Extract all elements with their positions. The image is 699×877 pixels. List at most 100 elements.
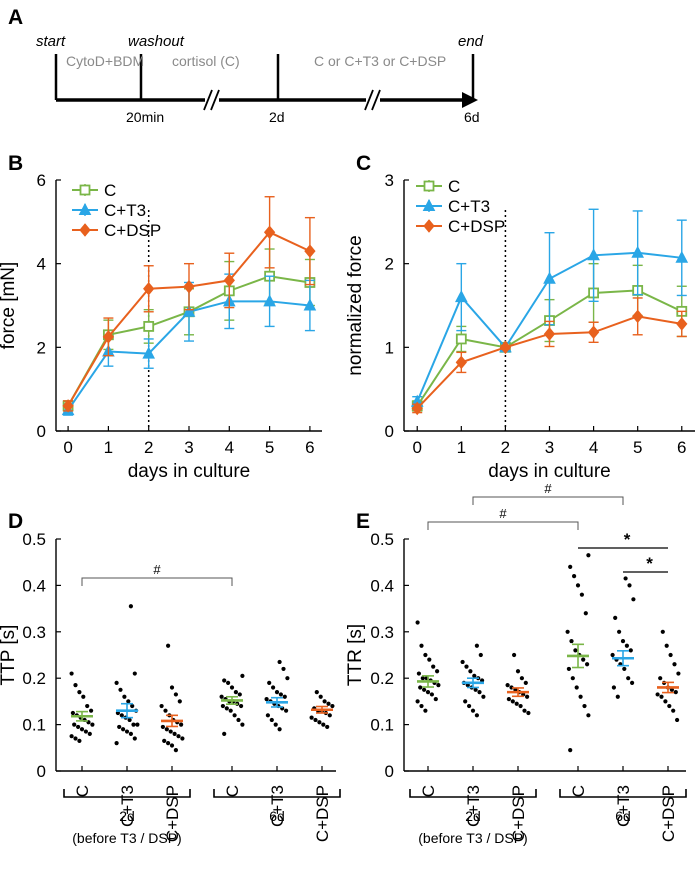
data-point [525, 694, 530, 699]
data-point [505, 683, 510, 688]
data-point [423, 708, 428, 713]
data-point [130, 703, 135, 709]
data-point [265, 713, 270, 718]
data-point [239, 703, 244, 709]
data-point [143, 321, 155, 332]
data-point [431, 664, 436, 669]
panel-label-e: E [356, 510, 370, 533]
timeline-washout-label: washout [128, 33, 185, 50]
data-point [478, 652, 483, 658]
data-point [309, 715, 314, 720]
data-point [182, 304, 196, 317]
group-brace [213, 789, 341, 798]
data-point [282, 694, 287, 699]
data-point [172, 731, 177, 736]
timeline-end-label: end [458, 33, 484, 50]
data-point [73, 736, 78, 741]
y-tick-label: 4 [37, 255, 46, 274]
x-tick-label: C+DSP [163, 785, 182, 842]
data-point [631, 597, 636, 602]
data-point [582, 703, 587, 709]
group-label: 6d [269, 808, 285, 824]
data-point [630, 680, 635, 685]
data-point [473, 687, 478, 692]
data-point [673, 690, 678, 695]
data-point [418, 685, 423, 690]
data-point [132, 736, 137, 741]
data-point [163, 708, 168, 713]
data-point [671, 708, 676, 713]
data-point [569, 638, 574, 644]
data-point [318, 694, 323, 699]
data-point [660, 629, 665, 634]
data-point [87, 731, 92, 736]
data-point [587, 248, 600, 261]
y-tick-label: 0 [385, 422, 394, 441]
legend-marker [423, 219, 435, 233]
y-axis-label: normalized force [345, 235, 366, 375]
data-point [518, 703, 523, 709]
data-point [415, 699, 420, 704]
data-point [326, 701, 331, 706]
data-point [566, 666, 572, 672]
y-axis-label: TTR [s] [345, 624, 366, 686]
data-point [240, 673, 245, 678]
data-point [587, 325, 600, 340]
line-chart-normalized-force: 0 1 2 3 4 5 6 0 1 2 3 days in culture normalized for… [345, 171, 695, 482]
legend-label: C [448, 177, 460, 196]
y-tick-label: 0.3 [370, 623, 394, 642]
group-brace [409, 789, 537, 798]
data-point [330, 703, 335, 709]
significance-label: # [153, 562, 161, 577]
timeline-6d: 6d [464, 109, 480, 125]
data-point [672, 662, 677, 667]
data-point [90, 722, 95, 727]
data-point [419, 703, 424, 709]
data-point [325, 724, 330, 730]
data-point [164, 727, 169, 732]
data-point [523, 680, 528, 685]
data-point [415, 620, 420, 625]
data-point [617, 629, 622, 634]
group-sublabel: (before T3 / DSP) [72, 830, 181, 846]
data-point [586, 713, 591, 718]
data-point [264, 696, 269, 702]
x-tick-label: 2 [144, 438, 153, 457]
data-point [627, 583, 632, 588]
data-point [655, 692, 660, 697]
y-axis-label: TTP [s] [0, 625, 19, 686]
data-point [222, 678, 227, 683]
data-point [173, 692, 178, 697]
data-point [77, 690, 82, 695]
data-point [474, 643, 479, 648]
data-point [121, 727, 126, 732]
data-point [81, 694, 86, 699]
data-point [263, 225, 276, 240]
y-tick-label: 0.5 [370, 530, 394, 549]
x-tick-label: C [419, 785, 438, 797]
y-tick-label: 1 [385, 338, 394, 357]
x-tick-label: 0 [63, 438, 72, 457]
x-tick-label: 1 [104, 438, 113, 457]
y-tick-label: 6 [37, 171, 46, 190]
x-tick-label: 2 [501, 438, 510, 457]
data-point [179, 722, 184, 727]
data-point [89, 708, 94, 713]
scatter-chart-ttr: 0 0.1 0.2 0.3 0.4 0.5 TTR [s] C C+T3 C+DSP C C+T3 C+… [345, 481, 687, 846]
y-tick-label: 0 [37, 762, 46, 781]
x-tick-label: 6 [677, 438, 686, 457]
x-tick-label: 1 [457, 438, 466, 457]
data-point [585, 662, 590, 667]
data-point [419, 643, 424, 648]
data-point [321, 722, 326, 727]
data-point [420, 676, 425, 681]
data-point [668, 652, 673, 658]
data-point [122, 694, 127, 699]
timeline: start washout end CytoD+BDM cortisol (C)… [36, 33, 484, 125]
data-point [472, 673, 477, 678]
scatter-chart-ttp: 0 0.1 0.2 0.3 0.4 0.5 TTP [s] C C+T3 C+DSP C C+T3 C+… [0, 530, 341, 846]
data-point [220, 703, 225, 709]
legend-marker [423, 180, 435, 192]
data-point [454, 290, 468, 303]
data-point [126, 699, 131, 704]
